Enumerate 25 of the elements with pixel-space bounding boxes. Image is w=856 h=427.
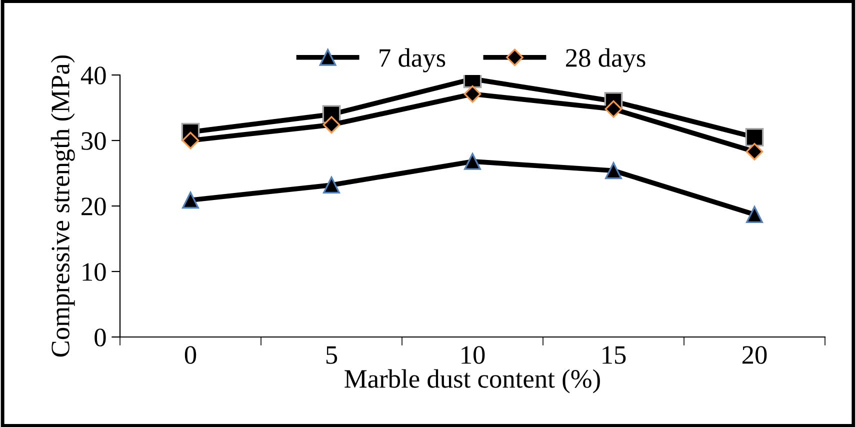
y-tick-label: 30	[82, 132, 106, 150]
point	[322, 116, 340, 134]
x-tick-label: 20	[742, 346, 767, 364]
point	[746, 142, 764, 160]
legend-label: 7 days	[380, 48, 446, 72]
point	[182, 132, 200, 150]
x-tick-label: 15	[602, 346, 626, 364]
x-tick-label: 5	[326, 346, 338, 364]
point	[464, 152, 481, 170]
point	[464, 85, 482, 103]
point	[605, 162, 622, 180]
point	[323, 176, 340, 194]
point	[746, 206, 763, 223]
y-tick-label: 10	[82, 263, 106, 281]
point	[604, 100, 622, 118]
x-tick-label: 10	[462, 346, 485, 364]
x-axis-title: Marble dust content (%)	[344, 369, 600, 394]
y-tick-label: 20	[82, 198, 106, 216]
x-tick-label: 0	[184, 346, 196, 364]
point	[182, 192, 199, 209]
y-axis-title: Compressive strength (MPa)	[50, 55, 75, 357]
legend-label: 28 days	[566, 48, 646, 72]
point	[745, 128, 764, 146]
y-tick-label: 0	[94, 328, 106, 346]
y-tick-label: 40	[80, 66, 106, 84]
